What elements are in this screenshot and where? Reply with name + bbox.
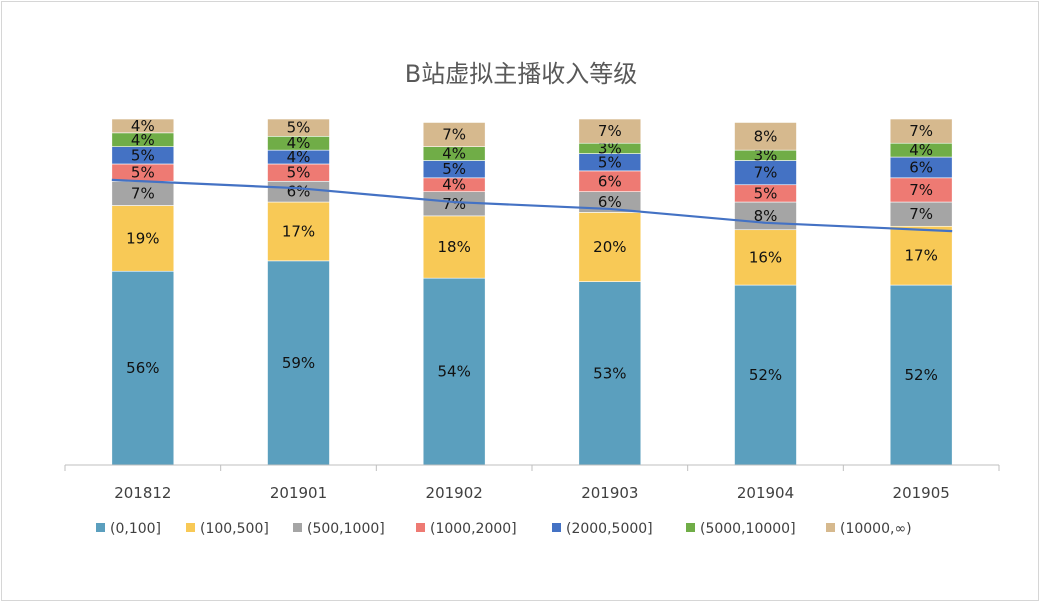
data-label-201902-s6: 4% [442, 145, 466, 163]
data-label-201901-s7: 5% [287, 119, 311, 137]
data-label-201812-s6: 4% [131, 131, 155, 149]
data-label-201902-s1: 54% [437, 363, 470, 381]
bar-segment-201905-s2 [889, 225, 953, 286]
data-label-201901-s3: 6% [287, 183, 311, 201]
legend-label-7: (10000,∞) [840, 521, 912, 537]
trend-line [111, 178, 953, 233]
bar-segment-201812-s7 [111, 118, 175, 134]
data-label-201904-s5: 7% [754, 164, 778, 182]
x-tick-label-201901: 201901 [270, 484, 327, 502]
data-label-201904-s2: 16% [749, 248, 782, 266]
data-label-201902-s4: 4% [442, 176, 466, 194]
x-tick-label-201905: 201905 [893, 484, 950, 502]
bar-segment-201812-s2 [111, 205, 175, 272]
bar-segment-201901-s7 [267, 118, 330, 137]
legend-label-6: (5000,10000] [700, 521, 796, 537]
data-label-201903-s5: 5% [598, 153, 622, 171]
legend-label-4: (1000,2000] [430, 521, 517, 537]
data-label-201904-s4: 5% [754, 184, 778, 202]
data-label-201812-s3: 7% [131, 184, 155, 202]
data-label-201901-s2: 17% [282, 222, 315, 240]
bars-group: 56%19%7%5%5%4%4%59%17%6%5%4%4%5%54%18%7%… [111, 117, 953, 466]
bar-segment-201901-s2 [267, 201, 330, 262]
data-label-201901-s1: 59% [282, 354, 315, 372]
legend-swatch-1 [96, 523, 105, 532]
bar-segment-201902-s1 [422, 277, 486, 466]
bar-segment-201903-s2 [578, 212, 642, 282]
legend-swatch-2 [186, 523, 195, 532]
x-tick-label-201812: 201812 [114, 484, 171, 502]
data-label-201902-s2: 18% [437, 238, 470, 256]
data-label-201812-s4: 5% [131, 164, 155, 182]
data-label-201905-s3: 7% [909, 205, 933, 223]
bar-segment-201904-s1 [734, 284, 797, 466]
x-tick-label-201903: 201903 [581, 484, 638, 502]
legend-label-3: (500,1000] [307, 521, 385, 537]
data-label-201902-s7: 7% [442, 126, 466, 144]
bar-segment-201904-s7 [734, 122, 797, 151]
data-label-201902-s3: 7% [442, 195, 466, 213]
x-tick-label-201902: 201902 [426, 484, 483, 502]
data-label-201903-s7: 7% [598, 122, 622, 140]
legend-swatch-7 [826, 523, 835, 532]
data-label-201904-s7: 8% [754, 127, 778, 145]
data-label-201812-s1: 56% [126, 359, 159, 377]
legend-swatch-6 [686, 523, 695, 532]
legend-swatch-3 [293, 523, 302, 532]
data-label-201903-s3: 6% [598, 193, 622, 211]
data-label-201903-s2: 20% [593, 238, 626, 256]
data-label-201812-s7: 4% [131, 117, 155, 135]
data-label-201905-s2: 17% [904, 247, 937, 265]
bar-segment-201905-s7 [889, 118, 953, 144]
data-label-201905-s6: 4% [909, 141, 933, 159]
data-label-201904-s3: 8% [754, 207, 778, 225]
chart-title: B站虚拟主播收入等级 [405, 60, 637, 88]
data-label-201904-s1: 52% [749, 366, 782, 384]
bar-segment-201905-s4 [889, 177, 953, 203]
legend-label-1: (0,100] [110, 521, 161, 537]
data-label-201812-s5: 5% [131, 146, 155, 164]
bar-segment-201903-s1 [578, 281, 642, 466]
data-label-201905-s4: 7% [909, 181, 933, 199]
data-label-201903-s1: 53% [593, 364, 626, 382]
data-label-201905-s7: 7% [909, 122, 933, 140]
data-label-201904-s6: 3% [754, 146, 778, 164]
data-label-201901-s5: 4% [287, 148, 311, 166]
bar-segment-201905-s3 [889, 201, 953, 227]
data-label-201812-s2: 19% [126, 229, 159, 247]
bar-segment-201902-s7 [422, 122, 486, 147]
bar-segment-201904-s2 [734, 229, 797, 286]
data-label-201905-s1: 52% [904, 366, 937, 384]
x-tick-label-201904: 201904 [737, 484, 794, 502]
legend-swatch-5 [552, 523, 561, 532]
x-axis: 201812 201901 201902 201903 201904 201905 [64, 464, 1000, 502]
data-label-201905-s5: 6% [909, 158, 933, 176]
trend-line-group [111, 178, 953, 233]
data-label-201903-s4: 6% [598, 172, 622, 190]
data-label-201903-s6: 3% [598, 139, 622, 157]
legend-label-2: (100,500] [200, 521, 269, 537]
bar-segment-201904-s5 [734, 160, 797, 186]
legend-swatch-4 [416, 523, 425, 532]
data-label-201901-s4: 5% [287, 164, 311, 182]
data-label-201902-s5: 5% [442, 160, 466, 178]
bar-segment-201812-s1 [111, 270, 175, 466]
data-label-201901-s6: 4% [287, 134, 311, 152]
legend-label-5: (2000,5000] [566, 521, 653, 537]
bar-segment-201903-s7 [578, 118, 642, 144]
legend: (0,100] (100,500] (500,1000] (1000,2000] (20… [96, 521, 912, 537]
